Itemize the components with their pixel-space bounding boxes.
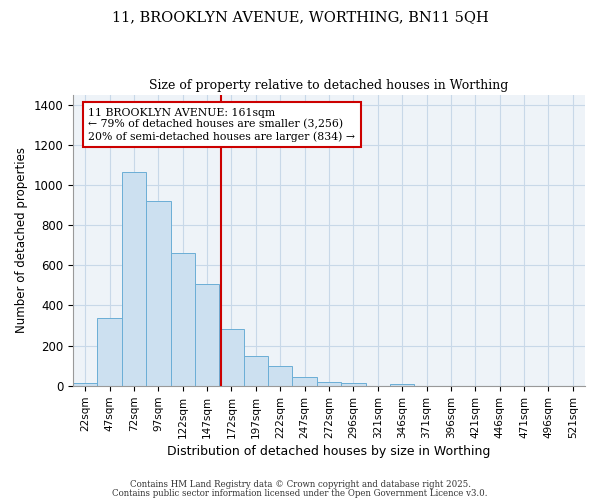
Bar (341, 384, 365, 386)
Bar (292, 376, 317, 386)
Bar (195, 284, 220, 386)
Y-axis label: Number of detached properties: Number of detached properties (15, 147, 28, 333)
Bar (97, 318, 122, 386)
Bar (317, 382, 341, 386)
Title: Size of property relative to detached houses in Worthing: Size of property relative to detached ho… (149, 79, 509, 92)
Bar (146, 201, 170, 386)
Text: Contains public sector information licensed under the Open Government Licence v3: Contains public sector information licen… (112, 488, 488, 498)
Text: 11, BROOKLYN AVENUE, WORTHING, BN11 5QH: 11, BROOKLYN AVENUE, WORTHING, BN11 5QH (112, 10, 488, 24)
Bar (122, 172, 146, 386)
Bar (170, 253, 195, 386)
Bar (73, 382, 97, 386)
Bar (390, 384, 415, 386)
Text: 11 BROOKLYN AVENUE: 161sqm
← 79% of detached houses are smaller (3,256)
20% of s: 11 BROOKLYN AVENUE: 161sqm ← 79% of deta… (88, 108, 355, 142)
Bar (220, 330, 244, 386)
Bar (268, 366, 292, 386)
Text: Contains HM Land Registry data © Crown copyright and database right 2025.: Contains HM Land Registry data © Crown c… (130, 480, 470, 489)
X-axis label: Distribution of detached houses by size in Worthing: Distribution of detached houses by size … (167, 444, 491, 458)
Bar (244, 356, 268, 386)
